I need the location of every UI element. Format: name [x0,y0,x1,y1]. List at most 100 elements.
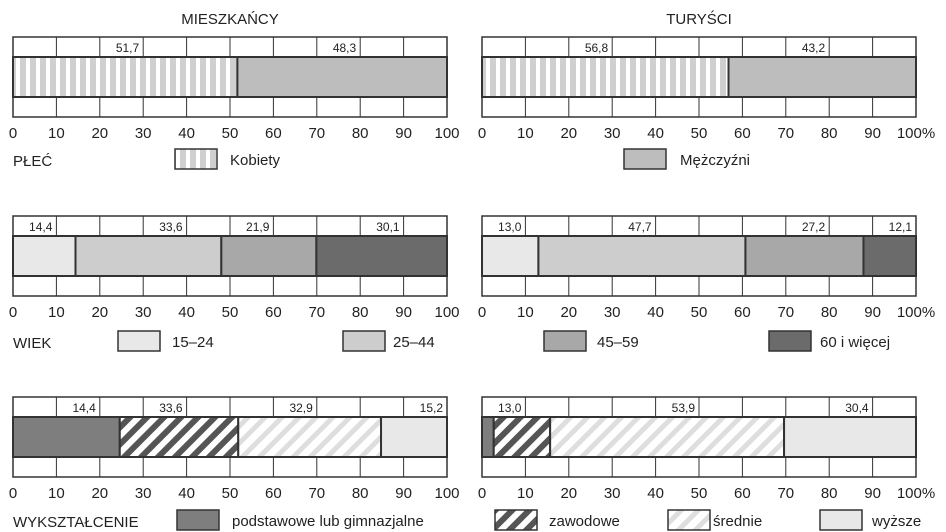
tick-label: 60 [265,125,282,142]
tick-label: 70 [308,485,325,502]
legend-label: 60 i więcej [820,334,890,351]
data-label: 15,2 [420,401,444,415]
tick-label: 20 [91,485,108,502]
tick-label: 100 [434,304,459,321]
tick-label: 50 [691,304,708,321]
data-label: 13,0 [498,401,522,415]
tick-label: 40 [647,304,664,321]
tick-label: 30 [604,304,621,321]
legend-label: podstawowe lub gimnazjalne [232,513,424,530]
tick-label: 20 [560,304,577,321]
legend-swatch [117,330,161,352]
tick-label: 80 [821,485,838,502]
tick-label: 60 [265,304,282,321]
bar-segment [12,235,77,277]
tick-label: 0 [478,125,486,142]
tick-label: 10 [48,125,65,142]
legend-label: Mężczyźni [680,152,750,169]
panel-mieszkancy-1: 0 10 20 30 40 50 60 70 80 90 100 14,4 33,6 21,9 30,1 [9,215,460,321]
data-label: 14,4 [72,401,96,415]
bar-segment [862,235,918,277]
tick-label: 80 [352,125,369,142]
tick-label: 50 [691,125,708,142]
bar-segment [549,416,786,458]
legend-swatch [623,148,667,170]
tick-label: 70 [308,125,325,142]
tick-label: 10 [517,125,534,142]
tick-label: 10 [48,485,65,502]
tick-label: 100% [897,304,935,321]
tick-label: 40 [178,304,195,321]
legend-label: 25–44 [393,334,435,351]
bar-segment [537,235,747,277]
tick-label: 50 [222,125,239,142]
panel-turysci-2: 0 10 20 30 40 50 60 70 80 90 100% 13,0 53,9 30,4 [478,396,935,502]
tick-label: 70 [308,304,325,321]
panel-mieszkancy-2: 0 10 20 30 40 50 60 70 80 90 100 14,4 33,6 32,9 15,2 [9,396,460,502]
tick-label: 30 [135,304,152,321]
bar-segment [237,416,383,458]
bar-segment [74,235,223,277]
legend-label: średnie [713,513,762,530]
tick-label: 80 [352,485,369,502]
data-label: 12,1 [889,220,913,234]
tick-label: 80 [352,304,369,321]
legend-label: Kobiety [230,152,281,169]
bar-segment [118,416,240,458]
tick-label: 20 [91,125,108,142]
legend-swatch [543,330,587,352]
tick-label: 90 [864,485,881,502]
tick-label: 60 [265,485,282,502]
legend-label: wyższe [871,513,921,530]
data-label: 30,4 [845,401,869,415]
legend-swatch [768,330,812,352]
section-label: WIEK [13,335,51,352]
tick-label: 40 [647,125,664,142]
tick-label: 30 [135,485,152,502]
tick-label: 10 [48,304,65,321]
tick-label: 50 [222,485,239,502]
tick-label: 90 [395,485,412,502]
bar-segment [481,235,540,277]
tick-label: 50 [222,304,239,321]
data-label: 53,9 [672,401,696,415]
tick-label: 0 [9,304,17,321]
tick-label: 10 [517,304,534,321]
data-label: 43,2 [802,41,826,55]
section-label: WYKSZTAŁCENIE [13,514,139,531]
legend-swatch [819,509,863,531]
tick-label: 0 [478,304,486,321]
legend-swatch [176,509,220,531]
data-label: 27,2 [802,220,826,234]
legend-swatch [342,330,386,352]
bar-segment [236,56,448,98]
tick-label: 40 [178,485,195,502]
tick-label: 70 [777,485,794,502]
bar-segment [380,416,449,458]
data-label: 48,3 [333,41,357,55]
bar-segment [783,416,918,458]
tick-label: 10 [517,485,534,502]
data-label: 32,9 [289,401,313,415]
panel-turysci-1: 0 10 20 30 40 50 60 70 80 90 100% 13,0 47,7 27,2 12,1 [478,215,935,321]
tick-label: 50 [691,485,708,502]
tick-label: 70 [777,304,794,321]
tick-label: 80 [821,125,838,142]
tick-label: 20 [91,304,108,321]
data-label: 56,8 [585,41,609,55]
tick-label: 60 [734,125,751,142]
legends: PŁEĆ Kobiety Mężczyźni WIEK 15–24 25–44 45–59 6… [13,148,921,531]
legend-label: 15–24 [172,334,214,351]
tick-label: 20 [560,485,577,502]
tick-label: 90 [864,125,881,142]
tick-label: 30 [604,485,621,502]
tick-label: 90 [395,125,412,142]
tick-label: 30 [135,125,152,142]
bar-segment [12,56,239,98]
tick-label: 40 [647,485,664,502]
panel-mieszkancy-0: 0 10 20 30 40 50 60 70 80 90 100 51,7 48,3 [9,36,460,142]
column-title-mieszkancy: MIESZKAŃCY [181,11,279,28]
legend-swatch [667,509,711,531]
